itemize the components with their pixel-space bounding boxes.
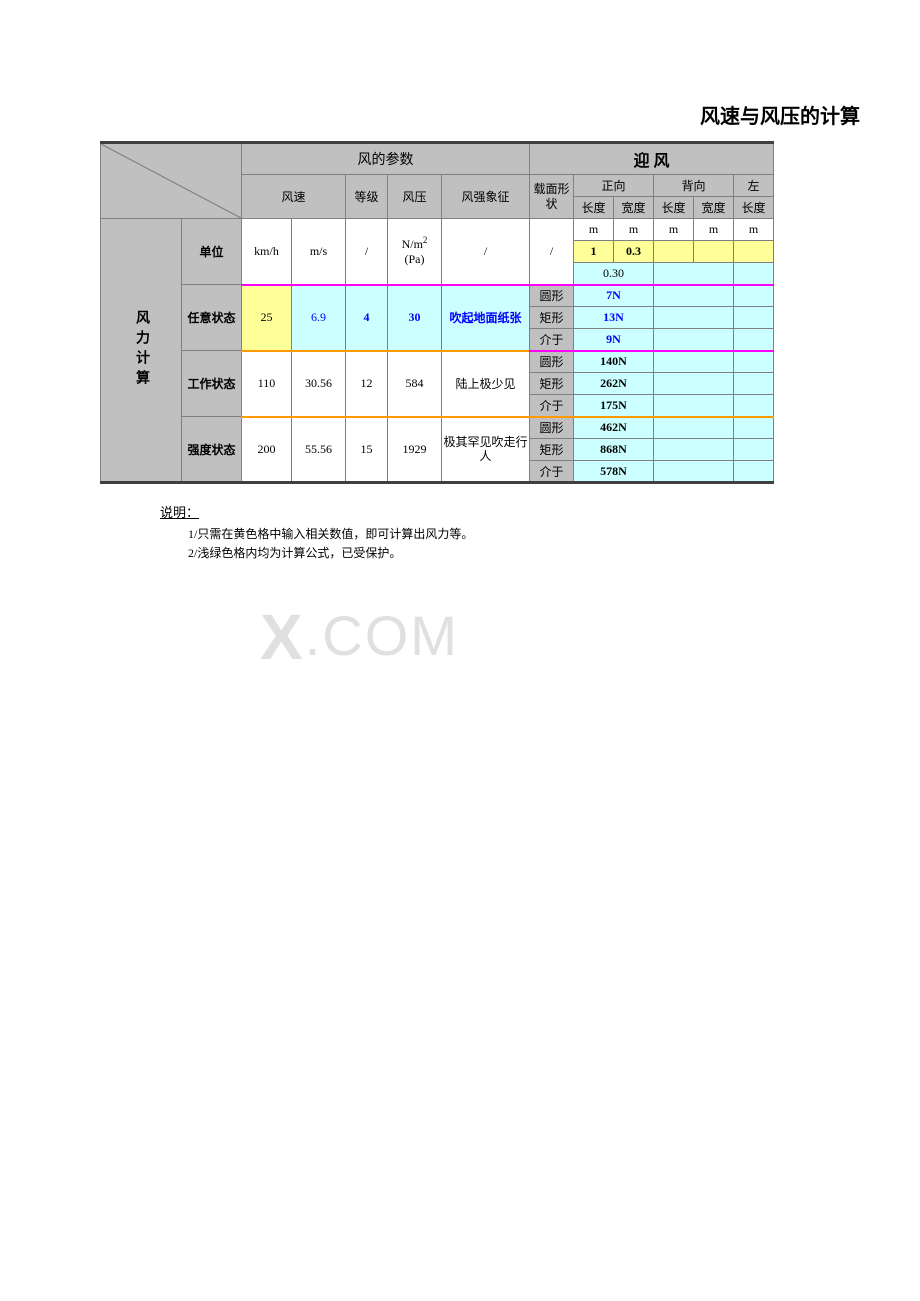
unit-grade: / [346, 219, 388, 285]
state2-shape-between: 介于 [530, 461, 574, 483]
hdr-grade: 等级 [346, 175, 388, 219]
state0-front-between: 9N [574, 329, 654, 351]
state0-pressure: 30 [388, 285, 442, 351]
state1-left-circle [734, 351, 774, 373]
state0-front-rect: 13N [574, 307, 654, 329]
hdr-pressure: 风压 [388, 175, 442, 219]
state2-front-rect: 868N [574, 439, 654, 461]
state0-ms: 6.9 [292, 285, 346, 351]
state2-label: 强度状态 [182, 417, 242, 483]
state2-kmh: 200 [242, 417, 292, 483]
state0-label: 任意状态 [182, 285, 242, 351]
input-left-len[interactable] [734, 241, 774, 263]
state0-left-between [734, 329, 774, 351]
unit-front-len-m: m [574, 219, 614, 241]
hdr-wind-params: 风的参数 [242, 143, 530, 175]
input-front-wid[interactable]: 0.3 [614, 241, 654, 263]
unit-shape: / [530, 219, 574, 285]
hdr-windward: 迎 风 [530, 143, 774, 175]
hdr-front-len: 长度 [574, 197, 614, 219]
hdr-front-wid: 宽度 [614, 197, 654, 219]
hdr-back-len: 长度 [654, 197, 694, 219]
unit-front-wid-m: m [614, 219, 654, 241]
hdr-left-len: 长度 [734, 197, 774, 219]
state0-left-rect [734, 307, 774, 329]
note-2: 2/浅绿色格内均为计算公式，已受保护。 [188, 544, 920, 561]
notes-title: 说明： [160, 502, 920, 521]
state1-grade: 12 [346, 351, 388, 417]
state1-shape-circle: 圆形 [530, 351, 574, 373]
state2-back-rect [654, 439, 734, 461]
note-1: 1/只需在黄色格中输入相关数值，即可计算出风力等。 [188, 525, 920, 542]
notes-block: 说明： 1/只需在黄色格中输入相关数值，即可计算出风力等。 2/浅绿色格内均为计… [160, 502, 920, 561]
row-units-label: 单位 [182, 219, 242, 285]
hdr-back-wid: 宽度 [694, 197, 734, 219]
hdr-symptom: 风强象征 [442, 175, 530, 219]
calc-left-area [734, 263, 774, 285]
unit-kmh: km/h [242, 219, 292, 285]
state1-back-between [654, 395, 734, 417]
state2-left-between [734, 461, 774, 483]
input-back-wid[interactable] [694, 241, 734, 263]
state1-front-rect: 262N [574, 373, 654, 395]
state0-grade: 4 [346, 285, 388, 351]
side-label: 风力计算 [101, 219, 182, 483]
unit-symptom: / [442, 219, 530, 285]
input-front-len[interactable]: 1 [574, 241, 614, 263]
input-back-len[interactable] [654, 241, 694, 263]
state1-left-between [734, 395, 774, 417]
unit-back-len-m: m [654, 219, 694, 241]
hdr-speed: 风速 [242, 175, 346, 219]
state2-back-between [654, 461, 734, 483]
corner-cell [101, 143, 242, 219]
hdr-section-shape: 载面形状 [530, 175, 574, 219]
state1-pressure: 584 [388, 351, 442, 417]
calc-front-area: 0.30 [574, 263, 654, 285]
state1-front-between: 175N [574, 395, 654, 417]
state1-back-rect [654, 373, 734, 395]
state1-left-rect [734, 373, 774, 395]
state2-front-between: 578N [574, 461, 654, 483]
state2-pressure: 1929 [388, 417, 442, 483]
state0-kmh[interactable]: 25 [242, 285, 292, 351]
state0-back-rect [654, 307, 734, 329]
state0-front-circle: 7N [574, 285, 654, 307]
state2-front-circle: 462N [574, 417, 654, 439]
state1-shape-rect: 矩形 [530, 373, 574, 395]
state1-ms: 30.56 [292, 351, 346, 417]
state2-left-rect [734, 439, 774, 461]
state0-left-circle [734, 285, 774, 307]
state0-back-between [654, 329, 734, 351]
state2-grade: 15 [346, 417, 388, 483]
state1-shape-between: 介于 [530, 395, 574, 417]
state2-left-circle [734, 417, 774, 439]
state1-symptom: 陆上极少见 [442, 351, 530, 417]
state2-ms: 55.56 [292, 417, 346, 483]
page-title: 风速与风压的计算 [100, 100, 920, 129]
state1-kmh: 110 [242, 351, 292, 417]
state0-shape-rect: 矩形 [530, 307, 574, 329]
unit-left-len-m: m [734, 219, 774, 241]
hdr-front: 正向 [574, 175, 654, 197]
state2-back-circle [654, 417, 734, 439]
state0-shape-circle: 圆形 [530, 285, 574, 307]
hdr-back: 背向 [654, 175, 734, 197]
state1-back-circle [654, 351, 734, 373]
unit-pressure: N/m2(Pa) [388, 219, 442, 285]
wind-table: 风的参数 迎 风 风速 等级 风压 风强象征 载面形状 正向 背向 左 长度 宽… [100, 141, 774, 484]
hdr-left: 左 [734, 175, 774, 197]
state2-shape-rect: 矩形 [530, 439, 574, 461]
state1-front-circle: 140N [574, 351, 654, 373]
state2-symptom: 极其罕见吹走行人 [442, 417, 530, 483]
unit-ms: m/s [292, 219, 346, 285]
unit-back-wid-m: m [694, 219, 734, 241]
watermark: X.COM [260, 600, 459, 674]
state2-shape-circle: 圆形 [530, 417, 574, 439]
state0-shape-between: 介于 [530, 329, 574, 351]
state0-symptom: 吹起地面纸张 [442, 285, 530, 351]
calc-back-area [654, 263, 734, 285]
state0-back-circle [654, 285, 734, 307]
state1-label: 工作状态 [182, 351, 242, 417]
